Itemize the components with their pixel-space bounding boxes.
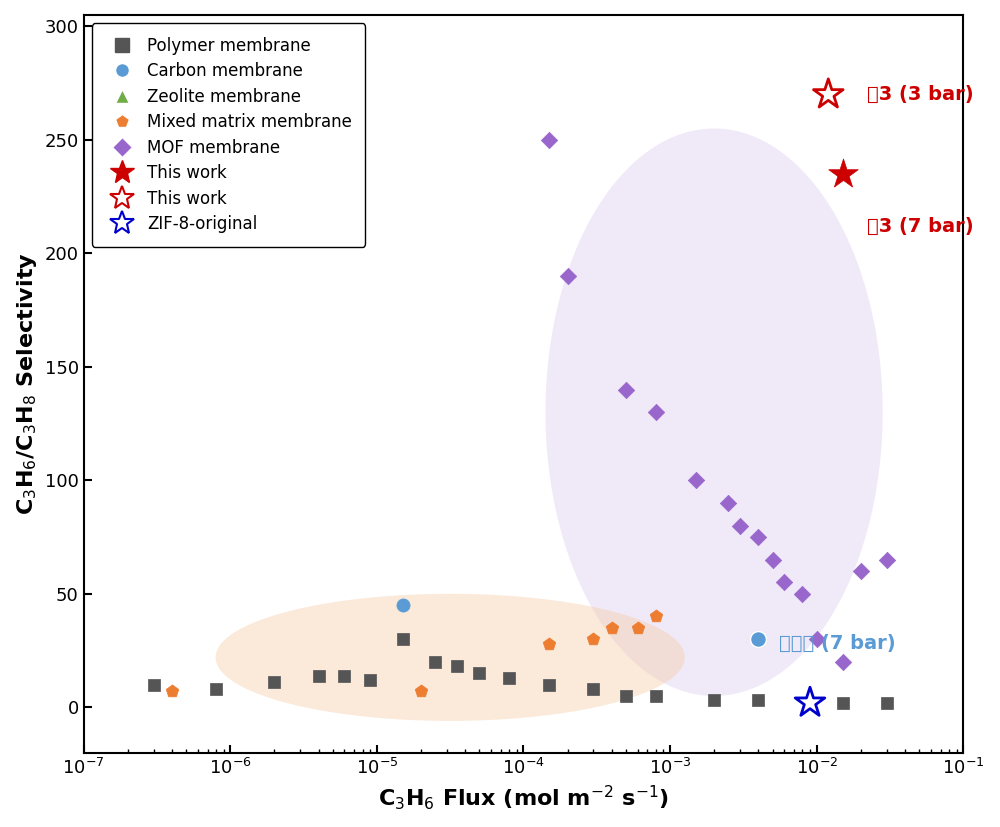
Point [648,690,664,703]
Point [336,669,352,682]
Point [164,685,180,698]
Point [541,133,557,146]
Y-axis label: C$_3$H$_6$/C$_3$H$_8$ Selectivity: C$_3$H$_6$/C$_3$H$_8$ Selectivity [15,252,39,515]
Point [750,694,766,707]
Point [585,633,601,646]
Point [688,474,704,487]
Point [413,685,429,698]
Point [541,637,557,650]
Point [146,678,162,691]
Point [362,673,378,686]
Point [853,565,869,578]
Point [706,694,722,707]
Point [560,270,576,283]
Text: 对比膜 (7 bar): 对比膜 (7 bar) [779,634,895,653]
Point [750,633,766,646]
Point [541,678,557,691]
Point [618,383,634,396]
Point [604,621,620,634]
Point [427,655,443,668]
Point [750,530,766,543]
Point [648,405,664,418]
Point [311,669,327,682]
Point [835,696,851,710]
Point [835,167,851,180]
Point [208,682,224,696]
Point [776,576,792,589]
Point [630,621,646,634]
Polygon shape [545,128,883,696]
Point [501,672,517,685]
Point [585,682,601,696]
Point [809,633,825,646]
Polygon shape [216,594,685,721]
Legend: Polymer membrane, Carbon membrane, Zeolite membrane, Mixed matrix membrane, MOF : Polymer membrane, Carbon membrane, Zeoli… [92,23,365,246]
Text: 膜3 (3 bar): 膜3 (3 bar) [867,85,974,104]
Point [794,587,810,600]
Point [879,696,895,710]
Point [765,553,781,566]
Text: 膜3 (7 bar): 膜3 (7 bar) [867,217,974,236]
Point [835,655,851,668]
Point [820,88,836,101]
Point [471,667,487,680]
Point [720,496,736,509]
Point [732,519,748,533]
Point [879,553,895,566]
Point [395,599,411,612]
Point [395,633,411,646]
Point [266,676,282,689]
X-axis label: C$_3$H$_6$ Flux (mol m$^{-2}$ s$^{-1}$): C$_3$H$_6$ Flux (mol m$^{-2}$ s$^{-1}$) [378,783,669,812]
Point [802,696,818,710]
Point [618,690,634,703]
Point [449,660,465,673]
Point [648,609,664,623]
